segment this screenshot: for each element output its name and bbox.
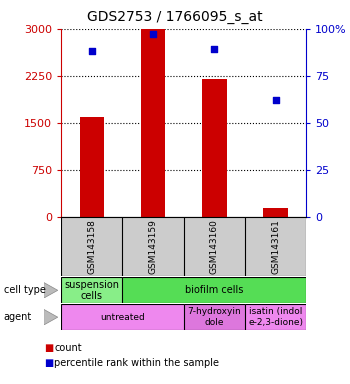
Text: count: count [54, 343, 82, 353]
Text: GSM143161: GSM143161 [271, 219, 280, 274]
Polygon shape [44, 310, 58, 325]
Text: GSM143160: GSM143160 [210, 219, 219, 274]
Bar [80, 117, 104, 217]
Text: isatin (indol
e-2,3-dione): isatin (indol e-2,3-dione) [248, 308, 303, 327]
Text: GSM143158: GSM143158 [88, 219, 96, 274]
Text: GSM143159: GSM143159 [149, 219, 158, 274]
Point [211, 46, 217, 53]
Text: GDS2753 / 1766095_s_at: GDS2753 / 1766095_s_at [87, 10, 263, 23]
Text: cell type: cell type [4, 285, 46, 295]
Text: ■: ■ [44, 358, 53, 368]
Text: untreated: untreated [100, 313, 145, 322]
Bar [202, 79, 227, 217]
Point [273, 97, 279, 103]
Bar [263, 208, 288, 217]
Polygon shape [44, 283, 58, 298]
Text: percentile rank within the sample: percentile rank within the sample [54, 358, 219, 368]
Text: biofilm cells: biofilm cells [185, 285, 244, 295]
Text: ■: ■ [44, 343, 53, 353]
Text: suspension
cells: suspension cells [64, 280, 119, 301]
Bar [141, 29, 165, 217]
Text: 7-hydroxyin
dole: 7-hydroxyin dole [188, 308, 241, 327]
Point [89, 48, 95, 55]
Text: agent: agent [4, 312, 32, 322]
Point [150, 31, 156, 38]
